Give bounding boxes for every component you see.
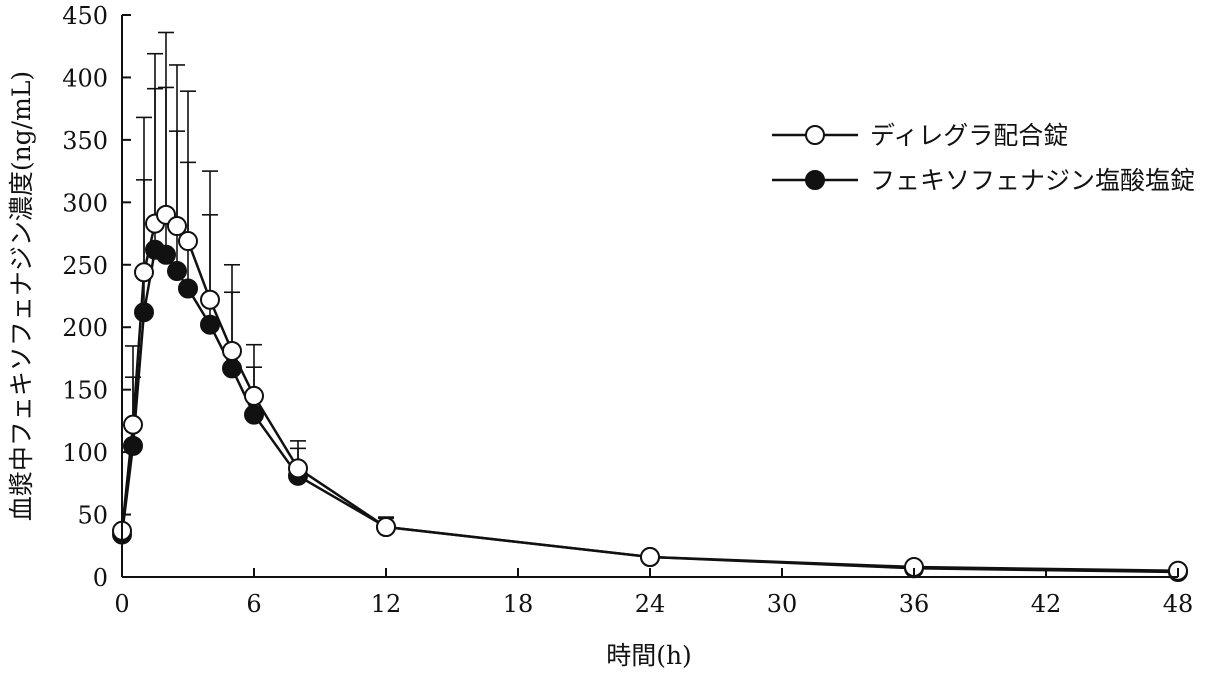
x-tick-label: 24 <box>635 590 666 618</box>
y-tick-labels: 0 50 100 150 200 250 300 350 400 450 <box>62 2 108 592</box>
y-tick-label: 400 <box>62 64 108 92</box>
data-point-series-2 <box>244 404 264 425</box>
x-axis-title: 時間(h) <box>606 641 692 670</box>
data-point-series-1 <box>376 517 396 538</box>
y-tick-label: 350 <box>62 127 108 155</box>
x-tick-label: 12 <box>371 590 402 618</box>
data-point-series-2 <box>178 278 198 299</box>
data-point-series-1 <box>167 216 187 237</box>
x-tick-label: 42 <box>1031 590 1062 618</box>
data-point-series-1 <box>288 458 308 479</box>
x-tick-label: 6 <box>246 590 261 618</box>
data-point-series-2 <box>134 302 154 323</box>
error-bars <box>114 31 394 535</box>
axes <box>121 14 1179 578</box>
y-axis-title: 血漿中フェキソフェナジン濃度(ng/mL) <box>7 71 36 521</box>
series-line-1 <box>120 213 1179 573</box>
y-tick-label: 200 <box>62 314 108 342</box>
data-point-series-2 <box>222 358 242 379</box>
x-tick-label: 0 <box>114 590 129 618</box>
data-point-series-1 <box>244 385 264 406</box>
legend-label-series-2: フェキソフェナジン塩酸塩錠 <box>870 166 1195 195</box>
y-tick-label: 300 <box>62 189 108 217</box>
legend-marker-series-2 <box>805 170 825 190</box>
legend: ディレグラ配合錠 フェキソフェナジン塩酸塩錠 <box>772 121 1195 195</box>
data-point-series-2 <box>167 261 187 282</box>
data-point-series-2 <box>200 314 220 335</box>
series-lines <box>120 213 1179 574</box>
series-points <box>112 204 1188 583</box>
y-tick-label: 450 <box>62 2 108 30</box>
data-point-series-1 <box>222 340 242 361</box>
y-tick-label: 250 <box>62 252 108 280</box>
legend-marker-series-1 <box>805 125 825 145</box>
data-point-series-2 <box>123 435 143 456</box>
legend-label-series-1: ディレグラ配合錠 <box>870 121 1068 150</box>
data-point-series-1 <box>123 414 143 435</box>
x-tick-labels: 0 6 12 18 24 30 36 42 48 <box>114 590 1193 618</box>
data-point-series-1 <box>134 262 154 283</box>
series-line-2 <box>120 248 1179 574</box>
x-tick-label: 36 <box>899 590 930 618</box>
x-tick-label: 18 <box>503 590 534 618</box>
y-tick-label: 50 <box>77 502 108 530</box>
y-tick-label: 150 <box>62 377 108 405</box>
data-point-series-1 <box>178 231 198 252</box>
y-tick-label: 0 <box>93 564 108 592</box>
data-point-series-2 <box>156 244 176 265</box>
data-point-series-1 <box>200 289 220 310</box>
x-tick-label: 48 <box>1163 590 1194 618</box>
x-tick-label: 30 <box>767 590 798 618</box>
y-tick-label: 100 <box>62 439 108 467</box>
data-point-series-1 <box>640 547 660 568</box>
